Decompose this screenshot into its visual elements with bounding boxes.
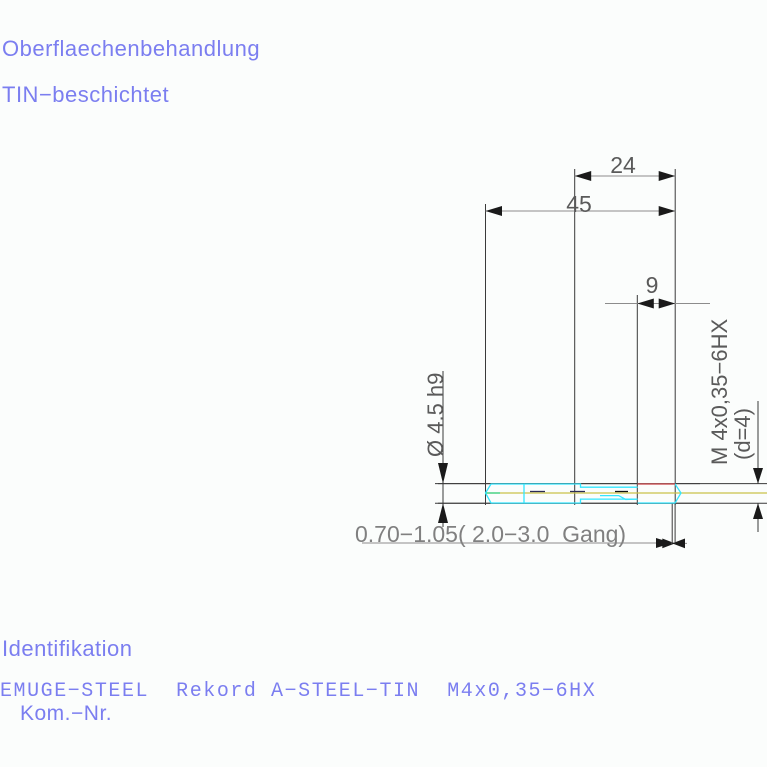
svg-text:45: 45 (566, 191, 592, 217)
svg-text:(d=4): (d=4) (730, 408, 755, 460)
svg-text:Ø 4.5 h9: Ø 4.5 h9 (423, 373, 448, 457)
svg-text:9: 9 (646, 272, 659, 298)
svg-text:M 4x0,35−6HX: M 4x0,35−6HX (707, 319, 732, 465)
svg-text:24: 24 (610, 152, 636, 178)
